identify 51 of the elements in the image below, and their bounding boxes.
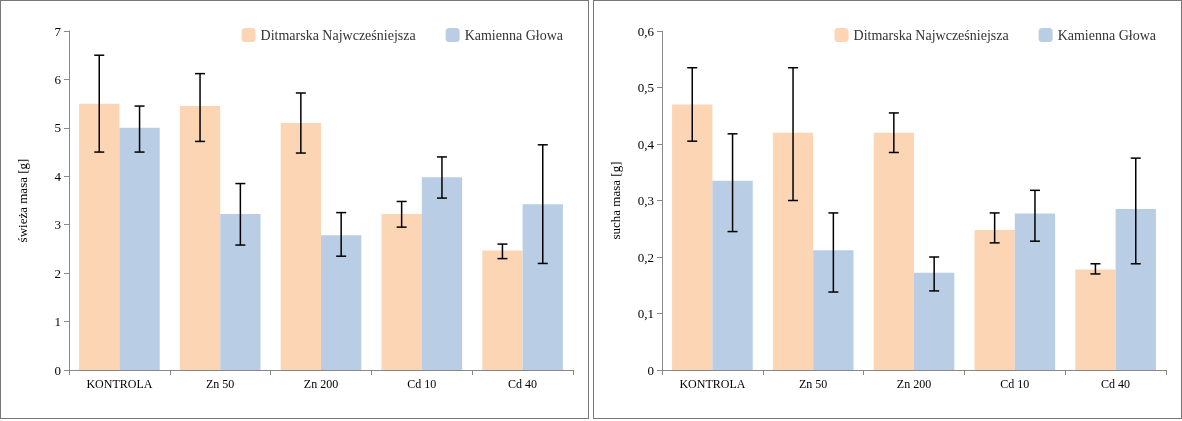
bar [873, 132, 914, 370]
y-tick-label: 5 [54, 120, 61, 136]
y-tick-label: 0,6 [637, 23, 655, 39]
bar [179, 106, 221, 370]
x-tick-label: KONTROLA [86, 377, 153, 391]
bar [321, 235, 362, 370]
bar [772, 132, 814, 370]
y-tick-label: 0,4 [637, 136, 655, 152]
x-tick-label: Cd 10 [407, 377, 437, 391]
x-tick-label: Zn 50 [799, 377, 828, 391]
legend-label: Kamienna Głowa [464, 27, 564, 43]
y-axis-title: sucha masa [g] [608, 161, 623, 240]
x-tick-label: KONTROLA [679, 377, 746, 391]
x-tick-label: Zn 50 [206, 377, 235, 391]
x-tick-label: Cd 10 [1000, 377, 1030, 391]
bar [974, 229, 1015, 370]
bar [712, 180, 753, 370]
bar [1075, 269, 1116, 370]
y-axis-title: świeża masa [g] [15, 158, 30, 243]
y-tick-label: 0,2 [637, 249, 654, 265]
bar [914, 272, 955, 370]
y-tick-label: 0,1 [637, 306, 654, 321]
bar [482, 250, 523, 370]
x-tick-label: Zn 200 [896, 377, 932, 391]
bar [1115, 208, 1156, 370]
bar [421, 177, 463, 370]
y-tick-label: 1 [54, 314, 61, 330]
y-tick-label: 4 [54, 168, 62, 184]
legend-label: Ditmarska Najwcześniejsza [853, 27, 1010, 43]
bar [79, 103, 120, 370]
x-tick-label: Zn 200 [303, 377, 339, 391]
legend-label: Kamienna Głowa [1057, 27, 1157, 43]
x-tick-label: Cd 40 [1101, 377, 1131, 391]
y-tick-label: 0 [54, 362, 61, 378]
bar [813, 250, 854, 370]
y-tick-label: 7 [54, 23, 62, 39]
bar [522, 204, 563, 370]
bar [672, 104, 713, 370]
y-tick-label: 0,5 [637, 80, 654, 95]
x-tick-label: Cd 40 [508, 377, 538, 391]
y-tick-label: 0 [647, 362, 654, 378]
y-tick-label: 6 [54, 71, 62, 87]
bar [280, 123, 321, 370]
bar [381, 214, 422, 370]
bar [220, 214, 261, 370]
bar [1014, 213, 1056, 370]
bar [119, 127, 160, 370]
y-tick-label: 2 [54, 265, 61, 281]
y-tick-label: 0,3 [637, 193, 654, 208]
y-tick-label: 3 [54, 217, 61, 233]
legend-label: Ditmarska Najwcześniejsza [260, 27, 417, 43]
